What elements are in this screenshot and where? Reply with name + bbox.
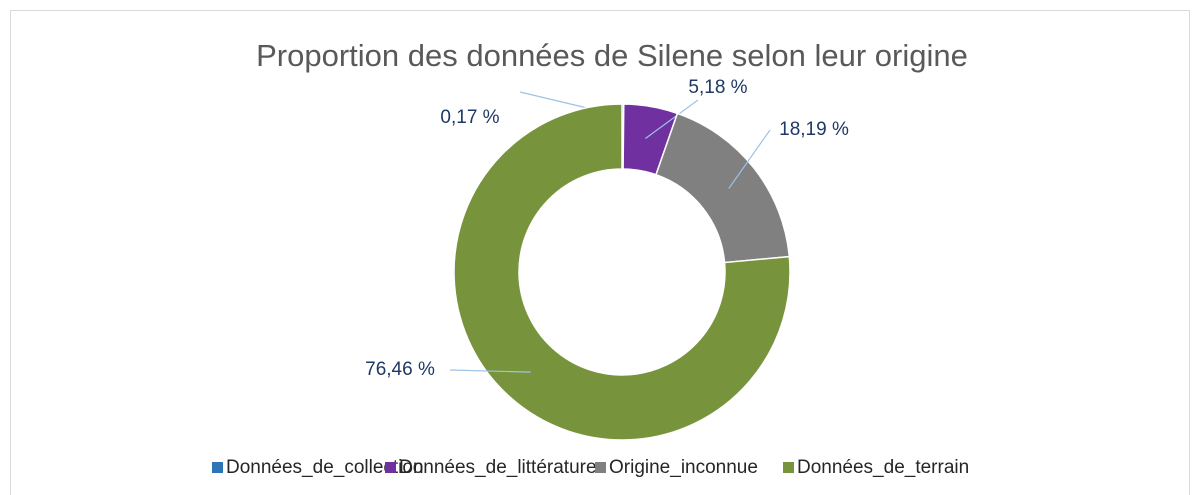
data-label: 5,18 % (688, 77, 747, 98)
legend-swatch (783, 462, 794, 473)
leader-line (645, 99, 699, 140)
data-label: 76,46 % (365, 359, 435, 380)
data-label: 18,19 % (779, 119, 849, 140)
chart-title: Proportion des données de Silene selon l… (256, 38, 968, 73)
legend-swatch (212, 462, 223, 473)
legend-label: Données_de_littérature (399, 457, 597, 478)
legend-swatch (385, 462, 396, 473)
legend-swatch (595, 462, 606, 473)
legend-label: Données_de_terrain (797, 457, 969, 478)
data-label: 0,17 % (440, 107, 499, 128)
legend-label: Données_de_collection (226, 457, 424, 478)
legend-label: Origine_inconnue (609, 457, 758, 478)
donut-slice (453, 103, 791, 441)
leader-line (728, 129, 771, 189)
leader-line (449, 369, 531, 373)
